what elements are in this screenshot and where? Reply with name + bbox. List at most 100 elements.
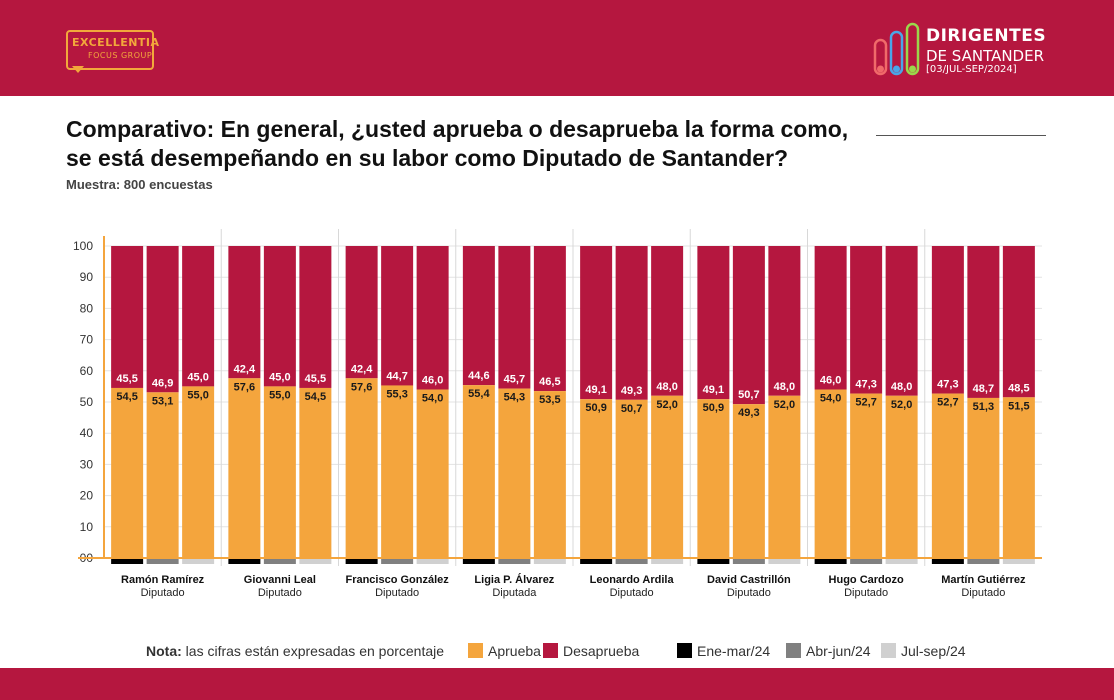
y-tick-label: 30 [80, 457, 94, 471]
dirigentes-logo: DIRIGENTES DE SANTANDER [03/JUL-SEP/2024… [872, 22, 1072, 82]
bar-desaprueba [651, 246, 684, 396]
label-desaprueba: 45,5 [305, 373, 326, 385]
label-aprueba: 57,6 [234, 381, 255, 393]
period-marker [768, 559, 801, 564]
logo-frame [66, 30, 154, 70]
group-role: Diputado [258, 587, 302, 599]
group-role: Diputado [961, 587, 1005, 599]
bar-aprueba [1002, 397, 1035, 558]
legend-aprueba: Aprueba [468, 643, 541, 659]
group-name: Leonardo Ardila [590, 574, 675, 586]
group-role: Diputado [844, 587, 888, 599]
bar-desaprueba [462, 246, 495, 386]
period-marker [533, 559, 566, 564]
bar-desaprueba [768, 246, 801, 396]
bar-aprueba [580, 399, 613, 558]
bar-aprueba [299, 387, 332, 558]
bar-aprueba [768, 395, 801, 558]
label-aprueba: 53,1 [152, 395, 173, 407]
note-text: las cifras están expresadas en porcentaj… [181, 643, 445, 659]
bar-aprueba [381, 385, 414, 558]
label-desaprueba: 46,0 [422, 375, 443, 387]
bar-aprueba [615, 399, 648, 558]
period-marker [498, 559, 531, 564]
period-marker [732, 559, 765, 564]
period-marker [931, 559, 964, 564]
bar-desaprueba [967, 246, 1000, 398]
label-aprueba: 52,0 [891, 399, 912, 411]
label-aprueba: 55,0 [187, 389, 208, 401]
period-marker [345, 559, 378, 564]
bar-aprueba [462, 385, 495, 558]
legend-swatch-abr-jun [786, 643, 801, 658]
label-desaprueba: 42,4 [351, 363, 373, 375]
label-aprueba: 51,5 [1008, 400, 1029, 412]
period-marker [651, 559, 684, 564]
label-aprueba: 54,0 [422, 393, 443, 405]
group-role: Diputado [610, 587, 654, 599]
bar-aprueba [885, 395, 918, 558]
group-role: Diputado [375, 587, 419, 599]
label-aprueba: 55,4 [468, 388, 490, 400]
period-marker [885, 559, 918, 564]
label-aprueba: 50,7 [621, 403, 642, 415]
legend-desaprueba: Desaprueba [543, 643, 639, 659]
logo-speech-tail [72, 66, 84, 73]
label-desaprueba: 44,7 [386, 370, 407, 382]
bar-desaprueba [111, 246, 144, 388]
bar-aprueba [182, 386, 215, 558]
group-name: Martín Gutiérrez [941, 574, 1026, 586]
legend-abr-jun: Abr-jun/24 [786, 643, 871, 659]
bar-desaprueba [263, 246, 296, 387]
chart-subtitle: Muestra: 800 encuestas [66, 177, 213, 192]
label-desaprueba: 49,3 [621, 385, 642, 397]
bar-aprueba [416, 389, 449, 558]
label-aprueba: 52,0 [656, 399, 677, 411]
label-aprueba: 52,0 [774, 399, 795, 411]
period-marker [1002, 559, 1035, 564]
label-aprueba: 52,7 [855, 397, 876, 409]
bar-desaprueba [416, 246, 449, 390]
legend-label-abr-jun: Abr-jun/24 [806, 643, 871, 659]
label-aprueba: 54,5 [305, 391, 326, 403]
logo-line-3: [03/JUL-SEP/2024] [926, 64, 1017, 75]
label-desaprueba: 47,3 [937, 379, 958, 391]
label-aprueba: 50,9 [703, 402, 724, 414]
bar-aprueba [263, 386, 296, 558]
label-desaprueba: 48,0 [656, 381, 677, 393]
period-marker [111, 559, 144, 564]
label-desaprueba: 48,5 [1008, 382, 1029, 394]
header-bar [0, 0, 1114, 96]
bar-desaprueba [697, 246, 730, 400]
title-rule [876, 135, 1046, 136]
bar-aprueba [967, 397, 1000, 558]
y-tick-label: 100 [73, 239, 93, 253]
bar-aprueba [111, 387, 144, 558]
bar-desaprueba [182, 246, 215, 387]
legend-label-jul-sep: Jul-sep/24 [901, 643, 966, 659]
label-aprueba: 49,3 [738, 407, 759, 419]
bar-tubes-icon [873, 22, 920, 76]
period-marker [381, 559, 414, 564]
group-name: Ligia P. Álvarez [474, 573, 554, 586]
label-desaprueba: 47,3 [855, 379, 876, 391]
bar-desaprueba [814, 246, 847, 390]
stacked-bar-chart: 0010203040506070809010045,554,546,953,14… [73, 229, 1042, 599]
label-desaprueba: 49,1 [703, 384, 724, 396]
bar-aprueba [814, 389, 847, 558]
bar-desaprueba [299, 246, 332, 388]
y-tick-label: 70 [80, 333, 94, 347]
label-desaprueba: 50,7 [738, 389, 759, 401]
period-marker [967, 559, 1000, 564]
label-desaprueba: 45,0 [269, 371, 290, 383]
logo-subtitle: FOCUS GROUP [88, 51, 153, 60]
legend-label-ene-mar: Ene-mar/24 [697, 643, 771, 659]
y-tick-label: 20 [80, 489, 94, 503]
label-desaprueba: 46,0 [820, 375, 841, 387]
bar-desaprueba [381, 246, 414, 386]
label-desaprueba: 49,1 [585, 384, 606, 396]
excellentia-logo: EXCELLENTIA FOCUS GROUP [66, 30, 159, 73]
bar-desaprueba [931, 246, 964, 394]
period-marker [146, 559, 179, 564]
chart-title: Comparativo: En general, ¿usted aprueba … [66, 116, 849, 171]
